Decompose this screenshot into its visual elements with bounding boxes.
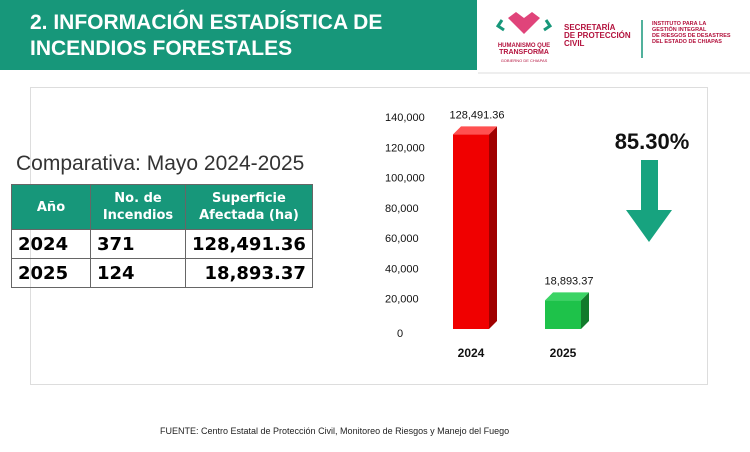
down-arrow-icon <box>626 160 672 242</box>
svg-text:DEL ESTADO DE CHIAPAS: DEL ESTADO DE CHIAPAS <box>652 39 722 45</box>
table-row: 2025 124 18,893.37 <box>11 258 313 288</box>
y-tick-label: 60,000 <box>385 233 419 245</box>
bar-top <box>545 292 589 301</box>
source-note: FUENTE: Centro Estatal de Protección Civ… <box>160 426 510 436</box>
bar-side <box>489 126 497 329</box>
table-row: 2024 371 128,491.36 <box>11 229 313 259</box>
bar-2025 <box>545 300 581 329</box>
svg-text:GESTIÓN INTEGRAL: GESTIÓN INTEGRAL <box>652 25 707 33</box>
bar-side <box>581 292 589 329</box>
svg-text:DE PROTECCIÓN: DE PROTECCIÓN <box>564 31 631 40</box>
y-tick-label: 0 <box>397 328 403 340</box>
bar-top <box>453 126 497 135</box>
slide-title: 2. INFORMACIÓN ESTADÍSTICA DE INCENDIOS F… <box>0 0 477 70</box>
svg-text:INSTITUTO PARA LA: INSTITUTO PARA LA <box>652 21 706 27</box>
svg-text:SECRETARÍA: SECRETARÍA <box>564 23 616 32</box>
svg-text:HUMANISMO QUE: HUMANISMO QUE <box>498 43 550 49</box>
svg-text:TRANSFORMA: TRANSFORMA <box>499 49 549 56</box>
y-tick-label: 20,000 <box>385 294 419 306</box>
y-tick-label: 140,000 <box>385 112 425 124</box>
percent-annotation: 85.30% <box>615 129 690 154</box>
y-tick-label: 80,000 <box>385 203 419 215</box>
y-tick-label: 100,000 <box>385 173 425 185</box>
logo-graphic: HUMANISMO QUE TRANSFORMA GOBIERNO DE CHI… <box>495 12 731 63</box>
subtitle: Comparativa: Mayo 2024-2025 <box>16 152 305 175</box>
heart-logo-icon <box>508 12 540 34</box>
data-table: Año No. de Incendios Superficie Afectada (… <box>11 184 313 288</box>
y-tick-label: 120,000 <box>385 142 425 154</box>
svg-text:CIVIL: CIVIL <box>564 39 585 48</box>
bar-2024 <box>453 134 489 329</box>
data-label: 18,893.37 <box>545 275 594 287</box>
x-tick-label: 2025 <box>550 346 577 360</box>
x-tick-label: 2024 <box>458 346 485 360</box>
logos: HUMANISMO QUE TRANSFORMA GOBIERNO DE CHI… <box>478 0 750 74</box>
svg-text:GOBIERNO DE CHIAPAS: GOBIERNO DE CHIAPAS <box>501 58 548 63</box>
y-tick-label: 40,000 <box>385 263 419 275</box>
data-label: 128,491.36 <box>449 109 504 121</box>
svg-text:DE RIESGOS DE DESASTRES: DE RIESGOS DE DESASTRES <box>652 33 731 39</box>
